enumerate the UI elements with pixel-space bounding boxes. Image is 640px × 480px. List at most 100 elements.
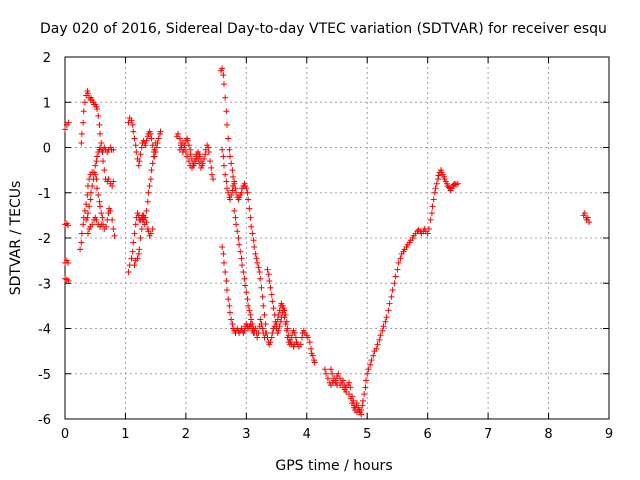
data-point — [346, 391, 353, 398]
data-point — [241, 327, 248, 334]
data-point — [395, 259, 402, 266]
data-point — [95, 192, 102, 199]
data-point — [89, 182, 96, 189]
data-point — [256, 268, 263, 275]
data-point — [227, 196, 234, 203]
data-point — [243, 185, 250, 192]
data-point — [262, 330, 269, 337]
x-tick-label: 7 — [484, 427, 492, 442]
data-point — [125, 268, 132, 275]
data-point — [62, 126, 68, 133]
data-point — [278, 314, 285, 321]
data-point — [219, 146, 226, 153]
data-point — [78, 139, 85, 146]
data-point — [220, 153, 227, 160]
data-point — [346, 379, 353, 386]
data-point — [271, 311, 278, 318]
data-point — [91, 169, 98, 176]
data-point — [110, 146, 117, 153]
chart-title: Day 020 of 2016, Sidereal Day-to-day VTE… — [40, 21, 607, 37]
data-point — [229, 187, 236, 194]
data-point — [132, 142, 139, 149]
data-point — [258, 284, 265, 291]
data-point — [223, 277, 230, 284]
data-point — [244, 189, 251, 196]
data-point — [137, 235, 144, 241]
data-point — [111, 232, 118, 239]
data-point — [99, 214, 106, 221]
data-point — [257, 316, 264, 323]
data-point — [267, 339, 274, 346]
data-point — [265, 271, 272, 278]
data-point — [181, 144, 188, 151]
data-point — [269, 330, 276, 337]
data-point — [309, 352, 316, 359]
data-point — [210, 176, 217, 183]
data-point — [238, 255, 245, 262]
data-point — [205, 149, 212, 156]
data-point — [92, 162, 99, 169]
data-point — [380, 323, 387, 330]
data-point — [362, 384, 369, 391]
data-point — [389, 287, 396, 294]
data-point — [391, 280, 398, 287]
data-point — [245, 196, 252, 203]
data-point — [424, 230, 431, 237]
x-tick-label: 3 — [242, 427, 250, 442]
data-point — [190, 162, 197, 169]
data-point — [223, 185, 230, 192]
data-point — [245, 302, 252, 309]
data-point — [267, 284, 274, 291]
data-point — [377, 332, 384, 339]
data-point — [89, 221, 96, 228]
data-point — [129, 121, 136, 128]
data-point — [223, 287, 230, 294]
y-tick-label: 0 — [43, 142, 51, 157]
x-tick-label: 2 — [182, 427, 190, 442]
data-point — [260, 302, 267, 309]
data-point — [228, 192, 235, 199]
data-point — [223, 121, 230, 128]
data-point — [77, 246, 84, 253]
data-point — [236, 241, 243, 248]
data-point — [261, 311, 268, 318]
data-point — [359, 397, 366, 404]
data-point — [222, 94, 229, 101]
data-point — [136, 246, 143, 253]
data-point — [425, 225, 432, 232]
data-point — [105, 176, 112, 183]
data-point — [187, 151, 194, 158]
data-point — [187, 146, 194, 153]
data-point — [430, 196, 437, 203]
data-point — [207, 158, 214, 165]
data-point — [239, 262, 246, 269]
data-point — [364, 370, 371, 377]
data-point — [373, 345, 380, 352]
data-point — [87, 196, 94, 203]
data-point — [337, 375, 344, 382]
data-point — [134, 255, 141, 262]
data-point — [277, 318, 284, 325]
data-point — [208, 171, 215, 178]
data-point — [80, 221, 87, 228]
data-point — [226, 146, 233, 153]
data-point — [219, 65, 226, 72]
data-point — [308, 345, 315, 352]
data-point — [83, 201, 90, 208]
data-point — [392, 273, 399, 280]
data-point — [222, 171, 229, 178]
data-point — [125, 119, 132, 126]
data-point — [133, 149, 140, 156]
data-point — [101, 167, 108, 174]
data-point — [252, 250, 259, 257]
data-point — [223, 108, 230, 115]
data-point — [155, 135, 162, 142]
data-point — [431, 189, 438, 196]
data-point — [78, 230, 85, 237]
data-point — [84, 90, 91, 97]
data-point — [93, 158, 100, 165]
data-point — [130, 128, 137, 135]
data-point — [132, 221, 139, 228]
data-point — [149, 142, 156, 149]
x-tick-label: 0 — [61, 427, 69, 442]
